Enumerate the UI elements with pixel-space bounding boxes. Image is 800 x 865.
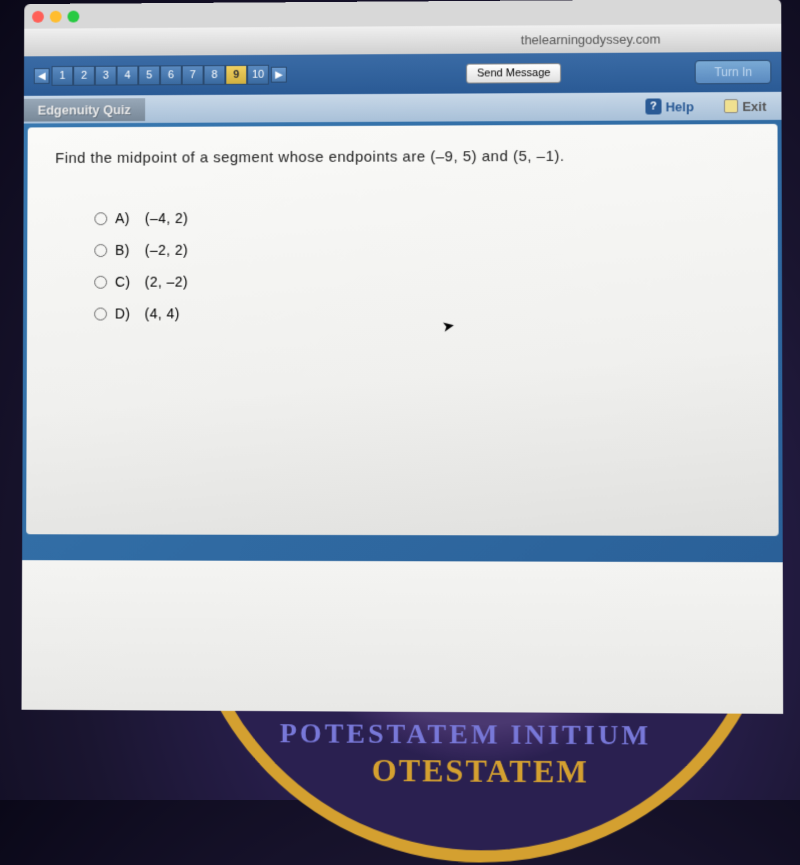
answer-value: (4, 4) xyxy=(145,305,180,321)
sub-toolbar: Edgenuity Quiz ? Help Exit xyxy=(24,92,782,124)
question-num-3[interactable]: 3 xyxy=(95,66,117,86)
exit-button[interactable]: Exit xyxy=(724,98,766,113)
exit-icon xyxy=(724,99,738,113)
next-question-button[interactable]: ▶ xyxy=(271,67,287,83)
answer-list: A) (–4, 2) B) (–2, 2) C) (2, –2) D) (4, 4) xyxy=(55,208,750,321)
answer-label: A) xyxy=(115,210,135,226)
question-nav: 12345678910 xyxy=(52,65,269,86)
radio-button[interactable] xyxy=(94,307,107,320)
turn-in-button[interactable]: Turn In xyxy=(695,60,771,84)
url-text: thelearningodyssey.com xyxy=(521,31,661,47)
question-text: Find the midpoint of a segment whose end… xyxy=(55,144,749,171)
question-num-7[interactable]: 7 xyxy=(182,65,204,85)
help-icon: ? xyxy=(645,98,661,114)
toolbar: ◀ 12345678910 ▶ Send Message Turn In xyxy=(24,52,782,96)
question-num-10[interactable]: 10 xyxy=(247,65,269,85)
question-num-8[interactable]: 8 xyxy=(204,65,226,85)
answer-label: D) xyxy=(115,306,135,322)
exit-label: Exit xyxy=(742,98,766,113)
answer-label: C) xyxy=(115,274,135,290)
quiz-title-tab: Edgenuity Quiz xyxy=(24,98,145,121)
question-num-6[interactable]: 6 xyxy=(160,65,182,85)
question-num-4[interactable]: 4 xyxy=(117,66,139,86)
radio-button[interactable] xyxy=(94,244,107,257)
radio-button[interactable] xyxy=(94,275,107,288)
answer-value: (2, –2) xyxy=(145,274,189,290)
help-button[interactable]: ? Help xyxy=(645,98,694,114)
close-icon[interactable] xyxy=(32,10,44,22)
answer-row[interactable]: D) (4, 4) xyxy=(94,305,750,322)
answer-value: (–2, 2) xyxy=(145,242,189,258)
seal-text: OTESTATEM xyxy=(372,752,589,791)
minimize-icon[interactable] xyxy=(50,10,62,22)
answer-row[interactable]: A) (–4, 2) xyxy=(94,208,749,226)
prev-question-button[interactable]: ◀ xyxy=(34,68,50,84)
bottom-panel xyxy=(22,560,784,714)
answer-value: (–4, 2) xyxy=(145,210,189,226)
question-num-5[interactable]: 5 xyxy=(138,65,160,85)
seal-text-bottom: POTESTATEM INITIUM xyxy=(280,718,651,752)
answer-row[interactable]: B) (–2, 2) xyxy=(94,240,749,258)
send-message-button[interactable]: Send Message xyxy=(466,63,561,83)
radio-button[interactable] xyxy=(94,212,107,225)
answer-row[interactable]: C) (2, –2) xyxy=(94,272,749,289)
help-label: Help xyxy=(666,99,694,114)
maximize-icon[interactable] xyxy=(67,10,79,22)
answer-label: B) xyxy=(115,242,135,258)
content-frame: Find the midpoint of a segment whose end… xyxy=(22,120,783,562)
question-num-1[interactable]: 1 xyxy=(52,66,74,86)
question-num-2[interactable]: 2 xyxy=(73,66,95,86)
question-panel: Find the midpoint of a segment whose end… xyxy=(26,124,778,536)
question-num-9[interactable]: 9 xyxy=(225,65,247,85)
